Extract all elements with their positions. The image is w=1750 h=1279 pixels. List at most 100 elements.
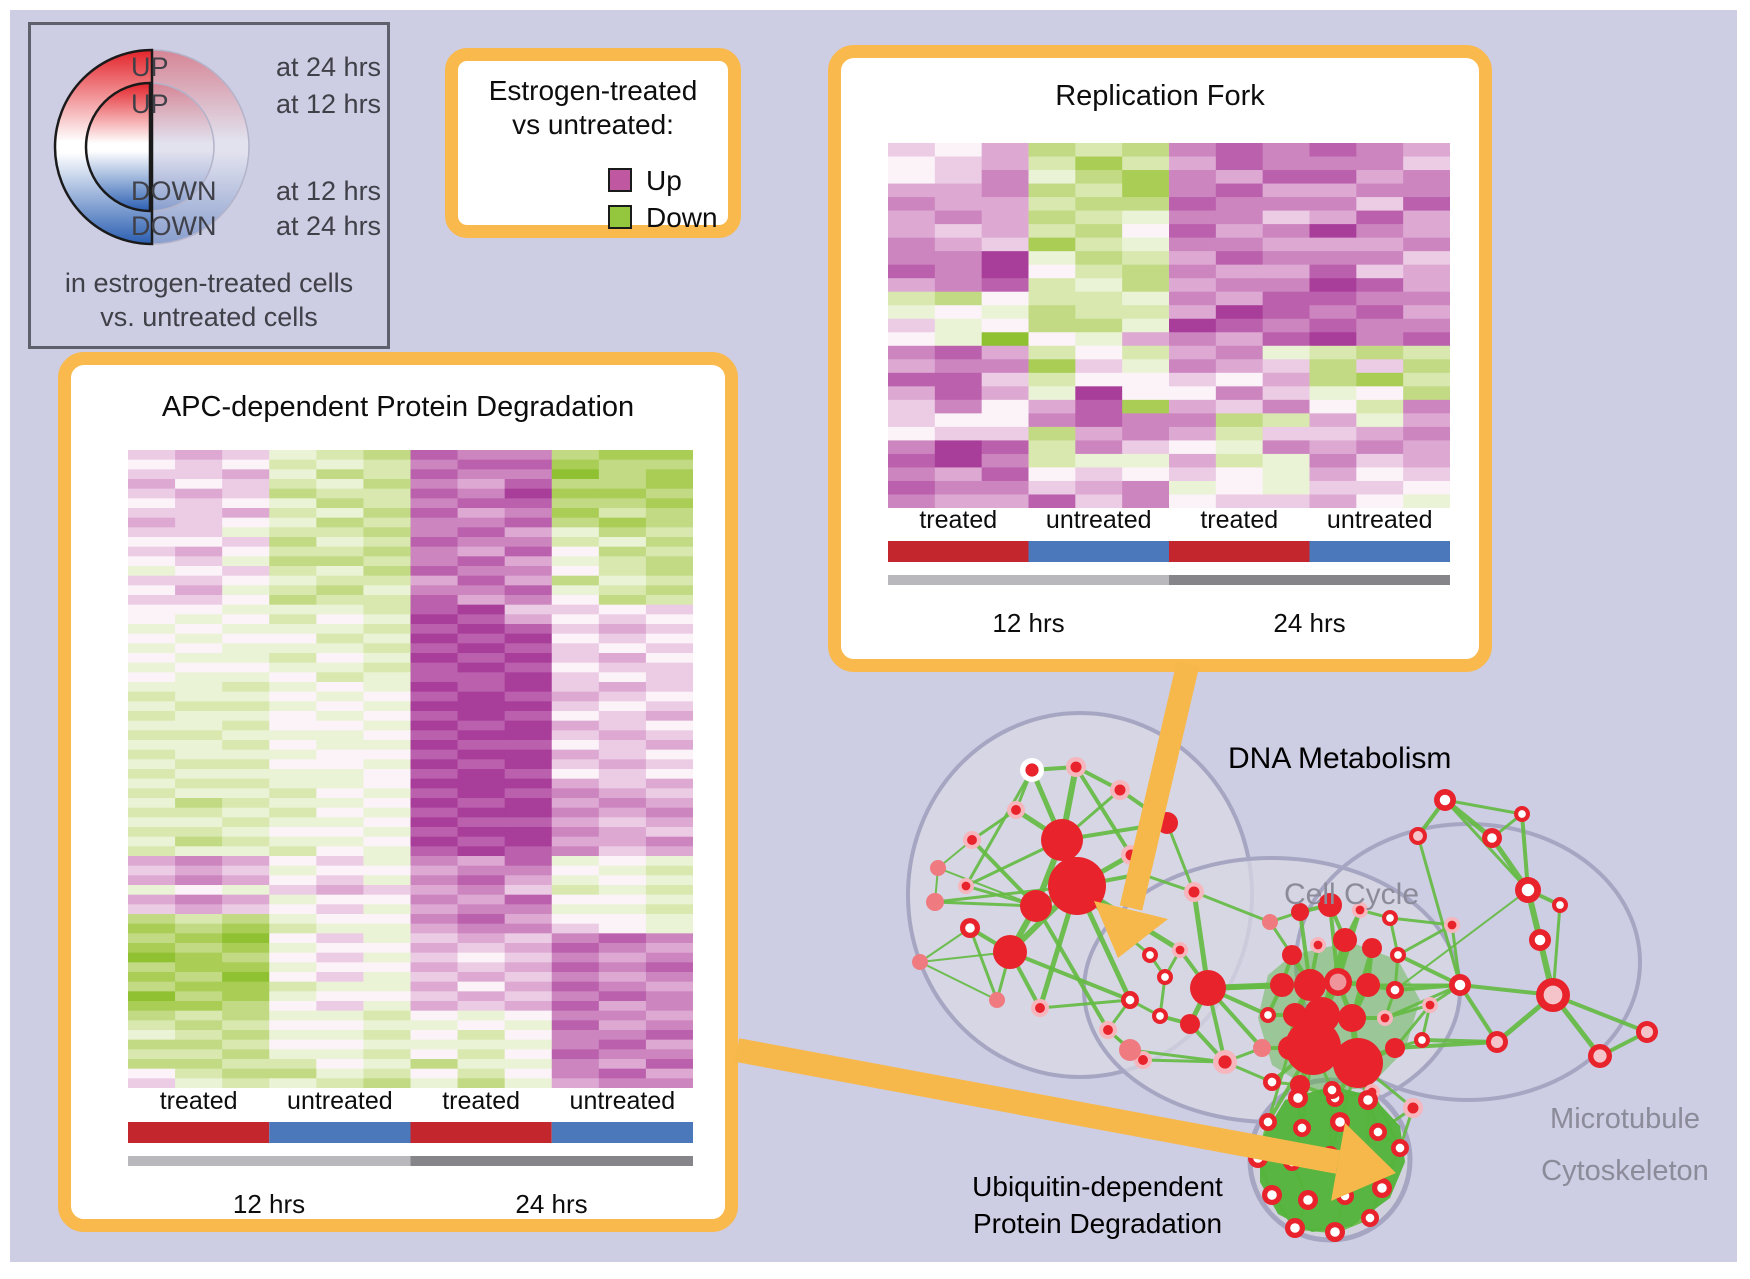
heatmap-cell — [1169, 197, 1217, 212]
heatmap-cell — [1169, 305, 1217, 320]
heatmap-cell — [1028, 291, 1076, 306]
heatmap-cell — [1075, 372, 1123, 387]
heatmap-cell — [269, 556, 317, 567]
heatmap-cell — [316, 614, 364, 625]
heatmap-cell — [1075, 426, 1123, 441]
heatmap-cell — [175, 856, 223, 867]
heatmap-cell — [645, 682, 693, 693]
heatmap-cell — [1403, 237, 1450, 252]
heatmap-cell — [1215, 237, 1264, 252]
ring-time-24-up: at 24 hrs — [276, 52, 382, 82]
heatmap-cell — [598, 1049, 647, 1060]
heatmap-cell — [888, 332, 936, 347]
heatmap-cell — [1262, 345, 1310, 360]
heatmap-cell — [222, 633, 270, 644]
heatmap-cell — [551, 711, 600, 722]
heatmap-cell — [316, 759, 364, 770]
heatmap-cell — [457, 894, 506, 905]
heatmap-cell — [934, 332, 983, 347]
heatmap-cell — [316, 508, 364, 519]
heatmap-cell — [175, 566, 223, 577]
heatmap-cell — [551, 1020, 600, 1031]
heatmap-cell — [457, 962, 506, 973]
heatmap-cell — [504, 498, 553, 509]
heatmap-cell — [175, 1030, 223, 1041]
heatmap-cell — [645, 566, 693, 577]
heatmap-cell — [598, 459, 647, 470]
heatmap-cell — [316, 585, 364, 596]
heatmap-cell — [128, 459, 176, 470]
heatmap-cell — [316, 643, 364, 654]
heatmap-cell — [316, 459, 364, 470]
heatmap-cell — [222, 1030, 270, 1041]
heatmap-cell — [269, 1059, 317, 1070]
heatmap-cell — [504, 1039, 553, 1050]
heatmap-cell — [457, 1001, 506, 1012]
heatmap-cell — [645, 1001, 693, 1012]
heatmap-cell — [363, 788, 411, 799]
heatmap-cell — [645, 846, 693, 857]
heatmap-cell — [981, 440, 1029, 455]
heatmap-cell — [1122, 332, 1170, 347]
heatmap-cell — [645, 740, 693, 751]
heatmap-cell — [645, 575, 693, 586]
heatmap-cell — [410, 952, 459, 963]
heatmap-cell — [598, 1030, 647, 1041]
heatmap-cell — [410, 672, 459, 683]
heatmap-cell — [598, 556, 647, 567]
heatmap-cell — [269, 1010, 317, 1021]
heatmap-cell — [175, 865, 223, 876]
heatmap-cell — [504, 759, 553, 770]
heatmap-cell — [934, 197, 983, 212]
heatmap-cell — [645, 537, 693, 548]
heatmap-cell — [1215, 440, 1264, 455]
heatmap-cell — [598, 691, 647, 702]
heatmap-cell — [457, 498, 506, 509]
heatmap-cell — [1215, 399, 1264, 414]
heatmap-cell — [1309, 399, 1357, 414]
heatmap-cell — [551, 537, 600, 548]
heatmap-cell — [363, 1059, 411, 1070]
heatmap-cell — [410, 759, 459, 770]
heatmap-cell — [457, 836, 506, 847]
heatmap-cell — [316, 769, 364, 780]
heatmap-cell — [316, 798, 364, 809]
heatmap-cell — [222, 788, 270, 799]
heatmap-cell — [598, 633, 647, 644]
heatmap-cell — [1403, 251, 1450, 266]
heatmap-cell — [410, 585, 459, 596]
heatmap-cell — [1122, 359, 1170, 374]
heatmap-cell — [410, 1010, 459, 1021]
heatmap-cell — [1075, 305, 1123, 320]
heatmap-cell — [1356, 467, 1404, 482]
heatmap-cell — [598, 595, 647, 606]
heatmap-cell — [410, 962, 459, 973]
heatmap-cell — [175, 749, 223, 760]
heatmap-cell — [316, 682, 364, 693]
heatmap-cell — [1215, 278, 1264, 293]
heatmap-cell — [316, 740, 364, 751]
heatmap-cell — [175, 1059, 223, 1070]
heatmap-cell — [175, 469, 223, 480]
heatmap-cell — [222, 662, 270, 673]
heatmap-cell — [934, 318, 983, 333]
heatmap-cell — [551, 962, 600, 973]
heatmap-cell — [1028, 386, 1076, 401]
heatmap-cell — [457, 662, 506, 673]
heatmap-cell — [222, 720, 270, 731]
heatmap-cell — [1262, 467, 1310, 482]
heatmap-cell — [363, 701, 411, 712]
heatmap-cell — [1356, 413, 1404, 428]
heatmap-cell — [128, 923, 176, 934]
heatmap-cell — [175, 981, 223, 992]
heatmap-cell — [1075, 224, 1123, 239]
heatmap-cell — [269, 566, 317, 577]
heatmap-cell — [1169, 359, 1217, 374]
heatmap-cell — [1075, 413, 1123, 428]
microtubule-cytoskeleton-label: Microtubule Cytoskeleton — [1505, 1093, 1745, 1197]
heatmap-cell — [1262, 251, 1310, 266]
ring-legend-box: UP at 24 hrs UP at 12 hrs DOWN at 12 hrs… — [28, 22, 390, 349]
heatmap-cell — [363, 1078, 411, 1088]
heatmap-cell — [128, 740, 176, 751]
heatmap-cell — [175, 720, 223, 731]
